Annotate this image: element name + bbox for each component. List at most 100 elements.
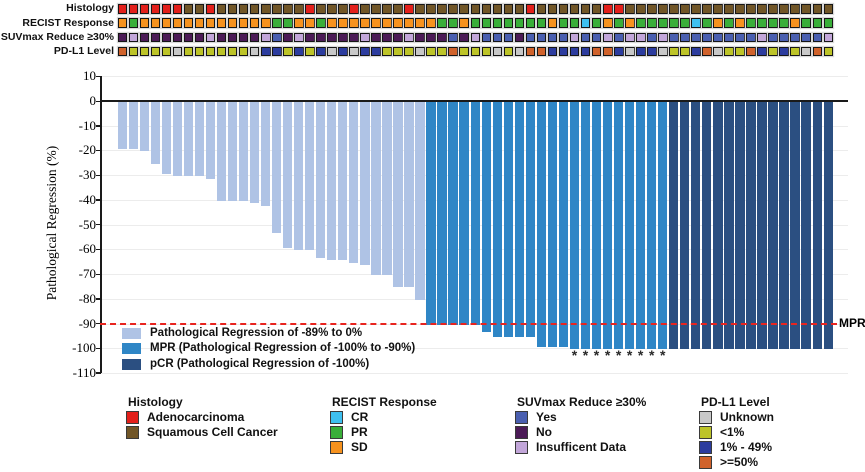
annotation-square (216, 4, 227, 14)
annotation-square (227, 32, 238, 43)
annotation-square (481, 32, 492, 43)
annotation-square (172, 46, 183, 57)
regression-bar (382, 102, 392, 276)
annotation-square (161, 32, 172, 43)
annotation-square (282, 18, 293, 28)
annotation-square (415, 46, 425, 57)
annotation-square (624, 46, 635, 57)
annotation-square (338, 32, 348, 43)
annotation-square (536, 46, 547, 57)
y-tick-mark (95, 248, 101, 251)
annotation-square (282, 46, 293, 57)
track-label-pdl1: PD-L1 Level (53, 45, 114, 58)
annotation-square (404, 18, 414, 28)
annotation-square (768, 4, 778, 14)
annotation-square (260, 4, 271, 14)
annotation-square (338, 18, 348, 28)
annotation-square (812, 4, 823, 14)
annotation-square (768, 32, 778, 43)
annotation-square (150, 32, 161, 43)
regression-bar (492, 102, 502, 337)
regression-bar (669, 102, 679, 350)
annotation-square (448, 46, 459, 57)
annotation-square (459, 4, 470, 14)
annotation-square (150, 46, 161, 57)
annotation-square (525, 18, 536, 28)
regression-bar (393, 102, 403, 288)
annotation-square (558, 18, 569, 28)
annotation-square (558, 46, 569, 57)
legend-item-swatch (330, 426, 343, 439)
annotation-square (669, 4, 679, 14)
y-tick-mark (95, 224, 101, 226)
y-tick-label: -60 (78, 241, 96, 257)
annotation-square (492, 46, 503, 57)
regression-bar (525, 102, 535, 337)
annotation-square (691, 4, 701, 14)
annotation-square (382, 18, 392, 28)
annotation-square (525, 4, 536, 14)
y-tick-label: -70 (78, 266, 96, 282)
legend-item-label: 1% - 49% (720, 440, 773, 454)
regression-bar (647, 102, 657, 350)
annotation-square (757, 46, 767, 57)
annotation-square (271, 18, 282, 28)
legend-label-mpr: MPR (Pathological Regression of -100% to… (150, 342, 416, 355)
annotation-square (536, 4, 547, 14)
regression-bar (602, 102, 613, 350)
legend-item-label: Yes (536, 410, 557, 424)
annotation-square (161, 46, 172, 57)
annotation-square (161, 4, 172, 14)
annotation-square (503, 4, 514, 14)
annotation-square (117, 32, 128, 43)
annotation-square (260, 46, 271, 57)
annotation-square (547, 18, 558, 28)
annotation-square (658, 18, 668, 28)
annotation-square (260, 18, 271, 28)
annotation-square (702, 32, 712, 43)
annotation-square (294, 46, 304, 57)
annotation-square (801, 4, 812, 14)
annotation-square (216, 46, 227, 57)
annotation-square (481, 4, 492, 14)
annotation-square (636, 4, 646, 14)
annotation-square (316, 46, 326, 57)
annotation-square (360, 18, 370, 28)
regression-bar (316, 102, 326, 258)
annotation-square (514, 4, 525, 14)
regression-bar (404, 102, 414, 288)
legend-item-swatch (699, 441, 712, 454)
annotation-square (360, 4, 370, 14)
legend-group-title: PD-L1 Level (701, 395, 770, 409)
annotation-square (823, 4, 834, 14)
regression-bar (426, 102, 436, 325)
regression-bar (161, 102, 171, 174)
annotation-square (823, 32, 834, 43)
y-tick-mark (95, 323, 101, 325)
annotation-square (216, 32, 227, 43)
annotation-square (757, 32, 767, 43)
annotation-square (426, 18, 436, 28)
annotation-square (790, 46, 801, 57)
y-tick-label: -20 (78, 142, 96, 158)
legend-item-label: >=50% (720, 455, 759, 469)
annotation-square (636, 18, 646, 28)
asterisk-marker: * (582, 347, 589, 363)
annotation-square (591, 18, 602, 28)
legend-item-swatch (515, 441, 528, 454)
annotation-square (558, 32, 569, 43)
legend-group-title: SUVmax Reduce ≥30% (517, 395, 647, 409)
annotation-square (812, 32, 823, 43)
annotation-square (183, 18, 194, 28)
annotation-square (349, 32, 359, 43)
annotation-square (514, 32, 525, 43)
annotation-square (161, 18, 172, 28)
annotation-square (271, 46, 282, 57)
regression-bar (117, 102, 127, 149)
annotation-square (371, 32, 381, 43)
regression-bar (349, 102, 359, 263)
annotation-square (382, 4, 392, 14)
annotation-square (602, 4, 613, 14)
regression-bar (194, 102, 205, 177)
annotation-square (680, 18, 690, 28)
